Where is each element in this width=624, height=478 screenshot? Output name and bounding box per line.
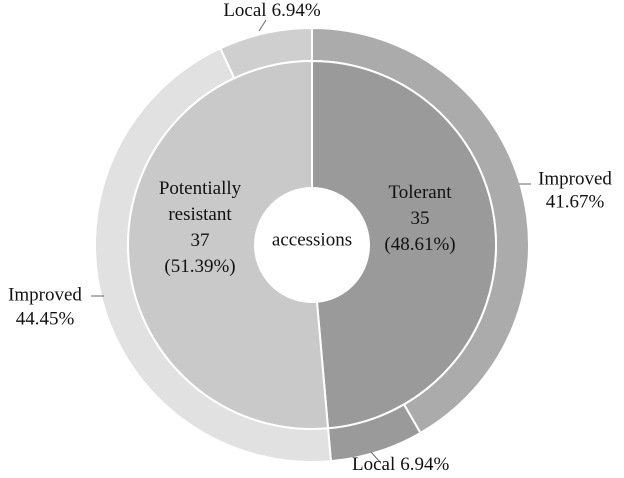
- outer-label: Local 6.94%: [352, 454, 450, 475]
- value-label: 44.45%: [16, 308, 75, 329]
- category-label: Improved: [538, 168, 612, 189]
- inner-label: Tolerant 35 (48.61%): [360, 180, 480, 258]
- value-label: 41.67%: [546, 191, 605, 212]
- category-label: Potentially resistant: [158, 178, 242, 225]
- category-label: Improved: [8, 284, 82, 305]
- category-label: Local: [352, 454, 395, 475]
- share-label: (48.61%): [384, 234, 456, 255]
- outer-label: Local 6.94%: [223, 0, 321, 21]
- category-label: Local: [223, 0, 266, 21]
- share-label: (51.39%): [164, 256, 236, 277]
- inner-arc: [311, 59, 497, 430]
- inner-label: Potentially resistant 37 (51.39%): [140, 176, 260, 280]
- category-label: Tolerant: [388, 182, 452, 203]
- leader-line: [370, 451, 381, 463]
- inner-arc: [127, 59, 330, 430]
- value-label: 6.94%: [400, 454, 449, 475]
- center-label: accessions: [272, 229, 352, 250]
- value-label: 37: [190, 230, 210, 251]
- value-label: 6.94%: [272, 0, 321, 21]
- leader-line: [258, 19, 267, 32]
- value-label: 35: [410, 208, 430, 229]
